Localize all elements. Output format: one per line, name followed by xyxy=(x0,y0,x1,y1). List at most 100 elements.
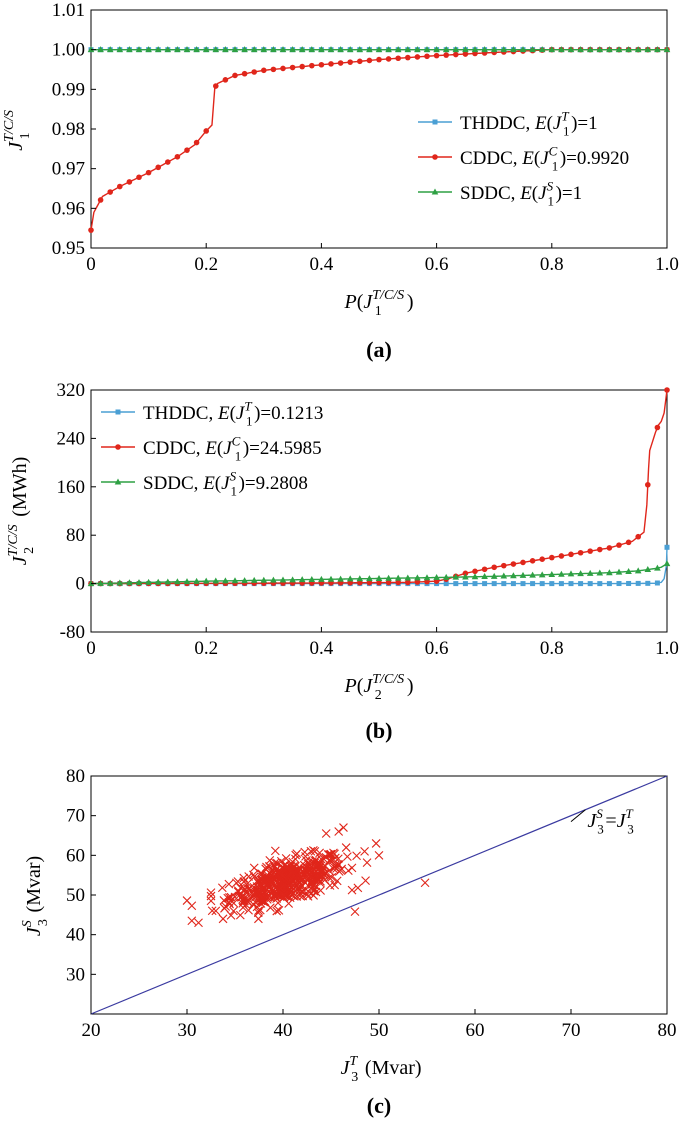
scatter-point xyxy=(339,823,348,832)
chart-b-ytick-label: -80 xyxy=(60,622,85,643)
scatter-point xyxy=(279,890,289,900)
legend-paren-open: ( xyxy=(532,183,538,204)
series-sddc-point xyxy=(212,46,220,53)
scatter-point xyxy=(279,861,289,870)
legend-swatch-marker xyxy=(115,444,121,450)
series-sddc-point xyxy=(577,46,584,53)
chart-c-ytick-label: 70 xyxy=(66,806,85,827)
series-sddc-point xyxy=(414,574,421,581)
series-sddc-point xyxy=(97,579,104,586)
scatter-point xyxy=(292,849,302,858)
x-axis-math-sup: T/C/S xyxy=(372,672,404,687)
series-cddc-point xyxy=(366,579,373,586)
series-thddc-point xyxy=(558,581,564,587)
legend-math-sup: S xyxy=(230,468,237,483)
chart-b-xtick-label: 0.4 xyxy=(310,638,334,659)
series-cddc-point xyxy=(251,69,257,75)
series-cddc-point xyxy=(261,67,267,74)
series-cddc-point xyxy=(232,72,238,79)
series-sddc-point xyxy=(663,46,671,53)
series-cddc-point xyxy=(654,424,661,431)
series-sddc-point xyxy=(510,572,517,579)
series-cddc-point xyxy=(107,189,113,195)
scatter-point xyxy=(251,889,261,899)
series-sddc-point xyxy=(375,574,383,581)
series-sddc-point xyxy=(548,46,556,53)
scatter-point xyxy=(326,850,335,860)
series-sddc-point xyxy=(346,575,354,582)
chart-a-ytick-label: 0.95 xyxy=(52,238,85,259)
ref-rhs-sub: 3 xyxy=(627,821,634,836)
series-thddc-point xyxy=(664,544,670,550)
series-sddc-point xyxy=(414,46,421,53)
scatter-point xyxy=(325,881,335,890)
legend-math-sub: 1 xyxy=(246,414,253,429)
series-cddc-point xyxy=(126,179,133,185)
series-sddc-point xyxy=(279,576,287,583)
series-sddc-point xyxy=(318,575,325,582)
x-axis-math-var: J xyxy=(363,675,373,697)
chart-c-ytick-label: 50 xyxy=(66,885,85,906)
scatter-point xyxy=(276,883,285,893)
series-sddc-point xyxy=(529,571,536,578)
scatter-point xyxy=(347,863,357,873)
series-sddc-point xyxy=(270,576,277,583)
scatter-point xyxy=(350,907,360,917)
series-sddc-point xyxy=(126,46,133,53)
series-sddc-point xyxy=(174,46,181,53)
series-sddc-point xyxy=(433,574,440,581)
legend-paren-open: ( xyxy=(547,113,553,134)
scatter-point xyxy=(328,856,338,865)
scatter-point xyxy=(296,868,306,878)
series-thddc-point xyxy=(539,581,545,587)
scatter-point xyxy=(258,877,267,887)
legend-prefix: CDDC, xyxy=(143,438,205,459)
series-cddc-point xyxy=(376,56,382,63)
x-axis-math-sub: 3 xyxy=(351,1070,358,1085)
series-sddc-point xyxy=(250,46,258,53)
scatter-point xyxy=(360,846,369,856)
scatter-point xyxy=(321,852,331,862)
series-sddc-point xyxy=(615,46,623,53)
legend-label: SDDC, E(JS 1 )=9.2808 xyxy=(143,468,308,498)
series-sddc-point xyxy=(289,46,296,53)
series-thddc-point xyxy=(626,580,632,586)
series-cddc-point xyxy=(462,51,469,57)
chart-a-xtick-label: 0.4 xyxy=(310,254,334,275)
scatter-point xyxy=(206,888,216,898)
scatter-point xyxy=(341,843,351,852)
y-axis-math-var: J xyxy=(23,926,45,936)
series-sddc-point xyxy=(606,569,613,576)
series-sddc-point xyxy=(366,575,373,582)
series-cddc-point xyxy=(635,533,641,540)
scatter-point xyxy=(304,871,314,881)
scatter-point xyxy=(329,864,338,874)
series-thddc-point xyxy=(616,581,622,587)
series-cddc-point xyxy=(414,579,421,585)
series-cddc-point xyxy=(88,227,94,233)
series-sddc xyxy=(87,46,671,53)
scatter-point xyxy=(287,890,296,900)
chart-a-xtick-label: 0.2 xyxy=(194,254,218,275)
series-sddc-point xyxy=(135,46,143,53)
series-sddc-point xyxy=(337,46,344,53)
legend-e: E xyxy=(204,438,217,459)
legend-math-sup: C xyxy=(232,433,241,448)
y-axis-unit: (Mvar) xyxy=(23,856,45,918)
scatter-point xyxy=(361,876,370,885)
legend-paren-open: ( xyxy=(230,403,236,424)
ref-rhs-sup: T xyxy=(626,806,634,821)
x-axis-math-sub: 2 xyxy=(375,688,382,703)
series-cddc-point xyxy=(443,52,450,58)
legend-math-sup: C xyxy=(549,143,558,158)
series-sddc-point xyxy=(606,46,613,53)
series-sddc-point xyxy=(577,570,584,577)
series-sddc-point xyxy=(625,568,632,574)
series-sddc-point xyxy=(346,46,354,53)
series-cddc-point xyxy=(213,83,219,89)
legend-math-var: J xyxy=(540,148,550,169)
series-cddc-point xyxy=(577,549,584,556)
legend-e: E xyxy=(534,113,547,134)
series-sddc-point xyxy=(116,46,124,53)
series-sddc-point xyxy=(462,573,469,580)
